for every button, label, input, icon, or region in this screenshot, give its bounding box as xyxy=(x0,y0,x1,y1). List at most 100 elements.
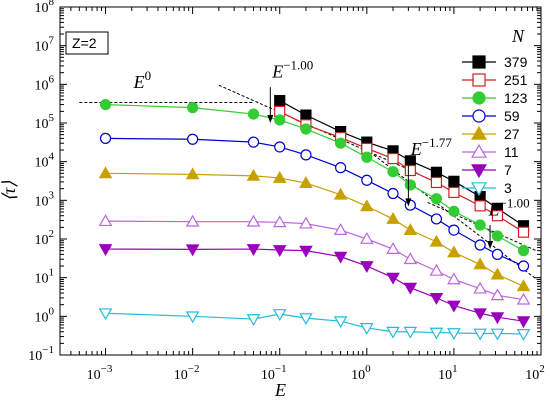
data-point xyxy=(516,279,531,292)
legend-item: 27 xyxy=(462,125,520,142)
data-point xyxy=(333,316,348,329)
data-point xyxy=(430,213,443,225)
legend-marker xyxy=(471,164,487,179)
series-line xyxy=(279,100,524,227)
legend: 379 251 123 59 27 11 7 3 xyxy=(462,54,528,197)
data-point xyxy=(185,244,200,257)
data-point xyxy=(490,267,505,280)
data-point xyxy=(98,308,113,321)
data-point xyxy=(448,205,460,217)
annotation-arrow-head xyxy=(405,198,412,207)
legend-marker xyxy=(472,73,486,87)
data-point xyxy=(187,102,199,114)
annotations: E0 E−1.00 E−1.77 E−1.00 xyxy=(133,58,530,250)
y-tick-label: 107 xyxy=(35,35,55,55)
series-line xyxy=(105,248,524,322)
y-tick-label: 103 xyxy=(35,189,55,209)
data-point xyxy=(403,282,418,295)
legend-item: 3 xyxy=(462,180,512,197)
data-point xyxy=(300,149,312,161)
data-point xyxy=(404,164,416,177)
series-11 xyxy=(98,214,531,305)
data-point xyxy=(272,170,287,183)
data-point xyxy=(474,200,486,212)
annotation-arrow-head xyxy=(267,115,274,123)
data-point xyxy=(246,314,261,327)
x-tick-label: 100 xyxy=(351,363,371,383)
data-point xyxy=(517,260,530,272)
legend-item: 59 xyxy=(462,108,520,124)
legend-label: 59 xyxy=(504,108,520,124)
x-tick-label: 102 xyxy=(525,363,545,383)
y-tick-label: 104 xyxy=(35,151,55,171)
data-point xyxy=(516,292,531,305)
data-point xyxy=(448,175,460,187)
legend-item: 251 xyxy=(462,72,528,88)
data-point xyxy=(448,224,460,236)
plot-frame xyxy=(59,6,542,356)
legend-marker xyxy=(471,143,487,158)
data-point xyxy=(274,141,286,153)
legend-label: 11 xyxy=(504,144,519,160)
legend-label: 123 xyxy=(504,90,528,106)
data-point xyxy=(447,245,461,258)
data-point xyxy=(272,309,287,321)
data-point xyxy=(361,151,373,163)
data-point xyxy=(187,133,199,145)
series-line xyxy=(279,110,524,233)
annotation-label: E−1.77 xyxy=(410,135,453,159)
legend-label: 27 xyxy=(504,126,520,142)
guide-line xyxy=(218,84,420,175)
x-tick-label: 10−1 xyxy=(261,363,287,383)
x-axis-label: E xyxy=(274,380,286,400)
data-point xyxy=(360,199,374,212)
legend-item: 7 xyxy=(462,162,512,179)
data-point xyxy=(403,223,418,236)
legend-label: 251 xyxy=(504,72,528,88)
data-point xyxy=(517,226,530,238)
legend-label: 3 xyxy=(504,180,512,196)
data-point xyxy=(473,281,487,294)
data-point xyxy=(98,166,113,179)
annotation-arrow-head xyxy=(487,241,494,250)
data-point xyxy=(300,109,312,121)
annotation-label: E0 xyxy=(133,68,152,92)
y-axis-label: ⟨τ⟩ xyxy=(0,181,19,202)
data-point xyxy=(491,248,504,260)
data-point xyxy=(386,242,400,254)
series-3 xyxy=(98,308,531,341)
data-point xyxy=(272,245,287,257)
y-tick-label: 10−1 xyxy=(28,344,54,364)
data-point xyxy=(387,153,399,165)
series-7 xyxy=(98,244,531,329)
data-point xyxy=(333,223,348,236)
data-point xyxy=(403,326,418,339)
data-point xyxy=(361,174,373,186)
series-123 xyxy=(99,98,530,257)
data-point xyxy=(185,167,200,180)
panel-label: Z=2 xyxy=(72,35,97,51)
data-point xyxy=(299,216,313,229)
data-point xyxy=(491,210,504,222)
legend-marker xyxy=(471,125,487,140)
data-point xyxy=(517,245,530,257)
data-point xyxy=(387,187,399,200)
data-point xyxy=(516,316,531,329)
guide-lines xyxy=(79,84,538,281)
data-point xyxy=(99,98,112,111)
data-point xyxy=(98,214,113,227)
guide-line xyxy=(373,154,538,281)
data-point xyxy=(516,329,531,341)
data-point xyxy=(491,230,504,242)
series-59 xyxy=(99,132,530,272)
data-point xyxy=(333,187,348,200)
data-point xyxy=(299,313,313,326)
series-line xyxy=(105,137,524,267)
data-point xyxy=(386,272,400,285)
data-point xyxy=(387,166,399,178)
legend-marker xyxy=(472,91,486,105)
data-point xyxy=(490,288,505,301)
data-point xyxy=(299,176,313,188)
legend-item: 123 xyxy=(462,90,528,106)
data-point xyxy=(429,327,444,340)
